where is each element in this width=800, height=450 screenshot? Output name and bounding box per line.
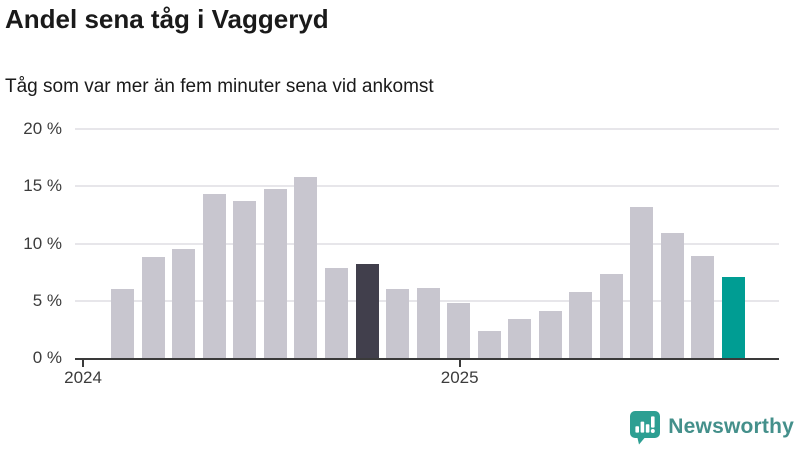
bar-month-16 <box>569 291 593 358</box>
chart-title: Andel sena tåg i Vaggeryd <box>5 4 329 34</box>
y-tick-label: 10 % <box>23 233 62 253</box>
gridline-15 <box>75 185 779 188</box>
bar-month-4 <box>202 194 226 358</box>
x-axis: 2024 2025 <box>64 360 779 396</box>
gridline-10 <box>75 242 779 245</box>
bar-month-11 <box>416 288 440 358</box>
y-tick-label: 0 % <box>32 348 62 367</box>
bar-month-5 <box>233 201 257 358</box>
chart-subtitle: Tåg som var mer än fem minuter sena vid … <box>5 76 434 97</box>
y-axis-labels: 0 % 5 % 10 % 15 % 20 % <box>0 119 62 367</box>
x-tick-mark-2025 <box>458 360 461 367</box>
y-tick-label: 5 % <box>32 290 62 310</box>
newsworthy-logo-icon <box>630 410 661 444</box>
brand-footer: Newsworthy <box>628 408 794 446</box>
x-tick-mark-2024 <box>82 360 85 367</box>
y-tick-label: 15 % <box>23 176 62 196</box>
gridline-20 <box>75 128 779 130</box>
plot-area <box>75 128 779 360</box>
x-tick-label-2024: 2024 <box>64 368 102 387</box>
bar-highlight-dark <box>355 264 379 358</box>
bar-month-7 <box>294 177 318 358</box>
bar-month-20 <box>691 256 715 358</box>
bar-month-17 <box>599 274 623 358</box>
bar-month-15 <box>538 311 562 358</box>
bar-month-10 <box>386 289 410 358</box>
bar-latest-teal <box>721 276 745 358</box>
bar-month-14 <box>508 319 532 358</box>
bar-month-18 <box>630 206 654 358</box>
bar-month-3 <box>172 249 196 358</box>
bar-month-2 <box>141 257 165 358</box>
bar-month-6 <box>263 188 287 358</box>
bar-month-13 <box>477 330 501 358</box>
bar-month-12 <box>447 303 471 358</box>
bar-month-8 <box>325 267 348 358</box>
bar-month-1 <box>111 289 135 358</box>
y-tick-label: 20 % <box>23 119 62 138</box>
brand-name: Newsworthy <box>668 415 794 438</box>
bar-month-19 <box>660 233 684 358</box>
x-tick-label-2025: 2025 <box>440 368 479 387</box>
